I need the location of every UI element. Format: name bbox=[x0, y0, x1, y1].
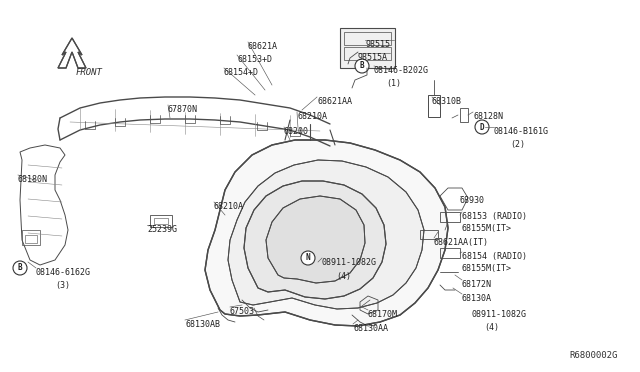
Circle shape bbox=[301, 251, 315, 265]
Text: 68621AA(IT): 68621AA(IT) bbox=[434, 238, 489, 247]
Text: 68210A: 68210A bbox=[214, 202, 244, 211]
Text: 68154+D: 68154+D bbox=[224, 68, 259, 77]
Text: 68130A: 68130A bbox=[462, 294, 492, 303]
Text: (4): (4) bbox=[484, 323, 499, 332]
Bar bbox=[428, 95, 440, 117]
Text: FRONT: FRONT bbox=[76, 68, 103, 77]
Text: 68930: 68930 bbox=[460, 196, 485, 205]
Text: 68153 (RADIO): 68153 (RADIO) bbox=[462, 212, 527, 221]
Text: N: N bbox=[306, 253, 310, 263]
Circle shape bbox=[13, 261, 27, 275]
Text: 98515: 98515 bbox=[365, 40, 390, 49]
Text: 68210A: 68210A bbox=[297, 112, 327, 121]
Text: (3): (3) bbox=[55, 281, 70, 290]
Text: 08911-1082G: 08911-1082G bbox=[322, 258, 377, 267]
Text: 68155M(IT>: 68155M(IT> bbox=[462, 264, 512, 273]
Text: (4): (4) bbox=[336, 272, 351, 281]
Text: 68154 (RADIO): 68154 (RADIO) bbox=[462, 252, 527, 261]
Text: 98515A: 98515A bbox=[358, 53, 388, 62]
Text: 68310B: 68310B bbox=[432, 97, 462, 106]
Text: (2): (2) bbox=[510, 140, 525, 149]
Text: 67503: 67503 bbox=[230, 307, 255, 316]
Text: 68621A: 68621A bbox=[248, 42, 278, 51]
Text: 67870N: 67870N bbox=[168, 105, 198, 114]
Bar bbox=[25, 235, 37, 243]
Text: 08146-B202G: 08146-B202G bbox=[374, 66, 429, 75]
Text: B: B bbox=[360, 61, 364, 71]
Text: 08146-6162G: 08146-6162G bbox=[36, 268, 91, 277]
Text: 68621AA: 68621AA bbox=[317, 97, 352, 106]
Bar bbox=[22, 230, 40, 245]
Text: 68130AB: 68130AB bbox=[185, 320, 220, 329]
Text: 68153+D: 68153+D bbox=[237, 55, 272, 64]
Bar bbox=[340, 28, 395, 68]
Text: 08911-1082G: 08911-1082G bbox=[472, 310, 527, 319]
Bar bbox=[440, 248, 460, 258]
Polygon shape bbox=[266, 196, 365, 283]
Polygon shape bbox=[205, 140, 448, 326]
Text: 68128N: 68128N bbox=[473, 112, 503, 121]
Bar bbox=[344, 47, 391, 60]
Polygon shape bbox=[244, 181, 386, 299]
Text: 68170M: 68170M bbox=[368, 310, 398, 319]
Text: B: B bbox=[18, 263, 22, 273]
Text: 08146-B161G: 08146-B161G bbox=[494, 127, 549, 136]
Polygon shape bbox=[228, 160, 424, 309]
Text: 68130AA: 68130AA bbox=[353, 324, 388, 333]
Text: 68180N: 68180N bbox=[18, 175, 48, 184]
Text: 25239G: 25239G bbox=[147, 225, 177, 234]
Bar bbox=[440, 212, 460, 222]
Circle shape bbox=[475, 120, 489, 134]
Bar bbox=[154, 218, 168, 224]
Bar bbox=[420, 230, 438, 239]
Bar bbox=[460, 108, 468, 122]
Text: 68155M(IT>: 68155M(IT> bbox=[462, 224, 512, 233]
Circle shape bbox=[355, 59, 369, 73]
Text: 68172N: 68172N bbox=[462, 280, 492, 289]
Text: R6800002G: R6800002G bbox=[570, 351, 618, 360]
Polygon shape bbox=[58, 38, 86, 68]
Text: D: D bbox=[480, 122, 484, 131]
Text: 68200: 68200 bbox=[284, 127, 309, 136]
Text: (1): (1) bbox=[386, 79, 401, 88]
Bar bbox=[344, 32, 391, 45]
Bar bbox=[150, 215, 172, 227]
